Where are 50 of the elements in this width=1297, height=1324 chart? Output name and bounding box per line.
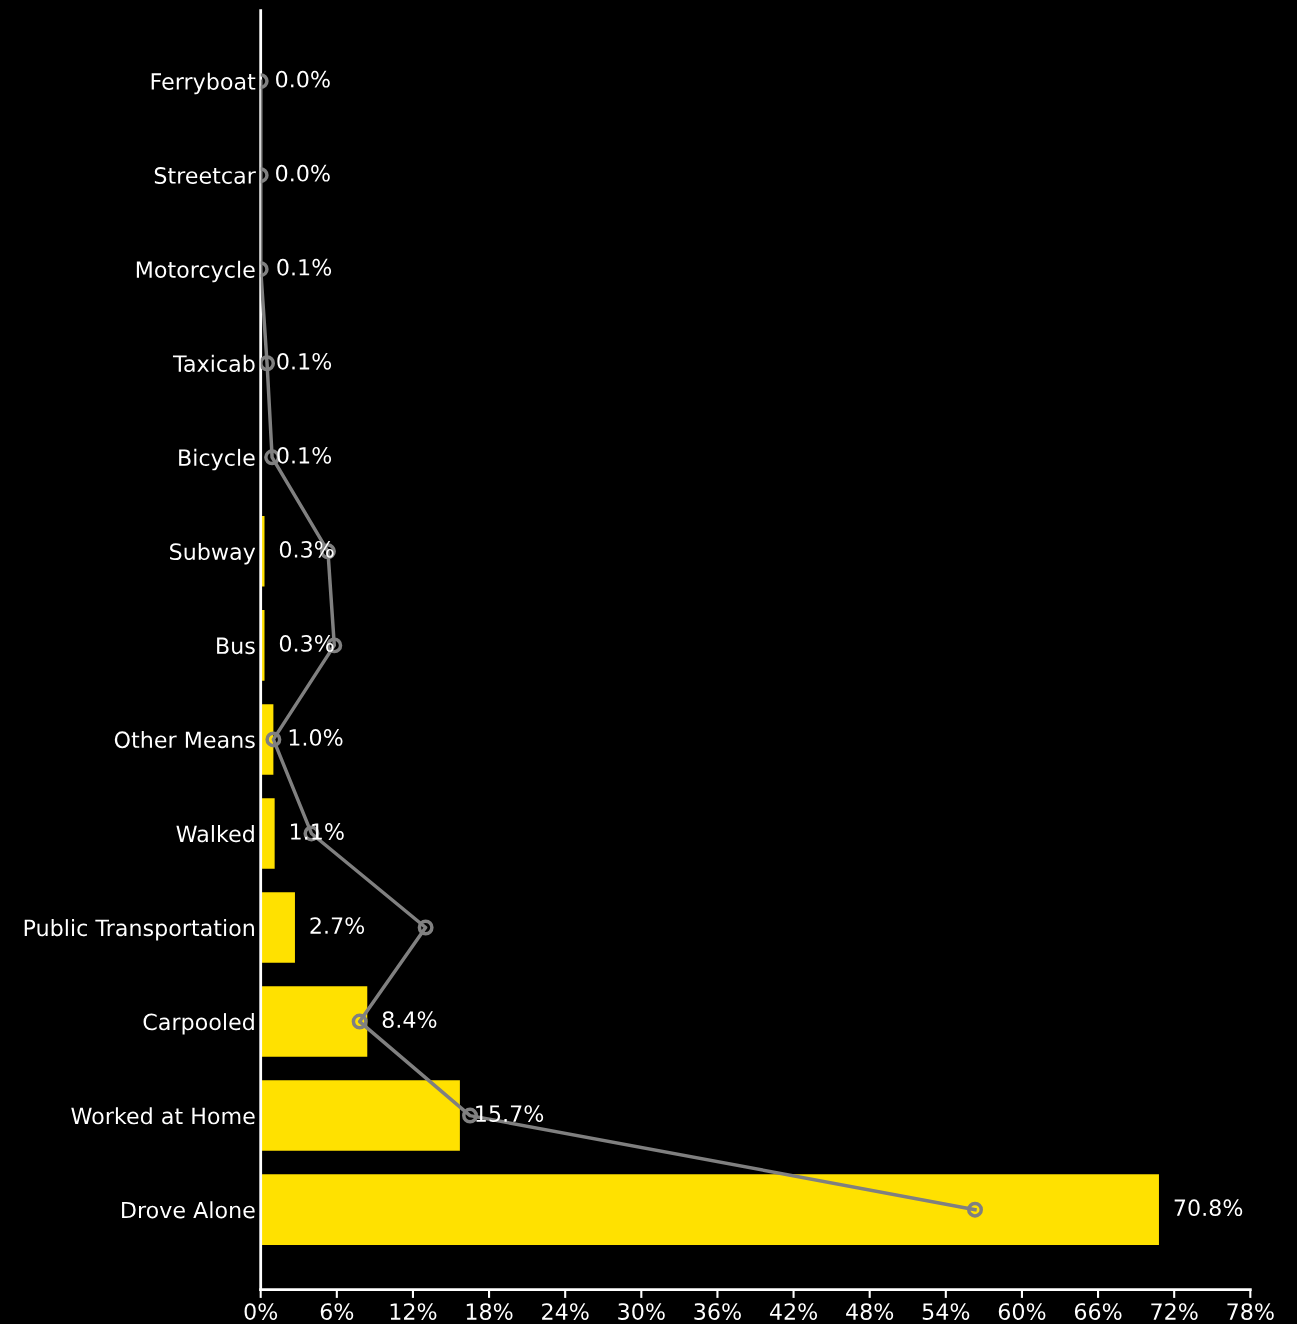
data-label: 15.7% <box>476 1105 544 1123</box>
data-label: 0.1% <box>277 258 332 276</box>
point <box>351 1013 368 1030</box>
x-tick-label: 30% <box>618 1303 665 1320</box>
y-tick-label: Public Transportation <box>24 919 254 941</box>
point <box>417 919 434 936</box>
y-tick-label: Other Means <box>114 730 255 749</box>
x-tick-label: 24% <box>542 1303 589 1320</box>
data-label: 0.1% <box>277 446 332 464</box>
y-tick-label: Carpooled <box>143 1013 254 1035</box>
x-tick-label: 12% <box>390 1303 437 1320</box>
data-label: 1.1% <box>290 823 344 840</box>
x-tick-label: 18% <box>466 1303 513 1320</box>
data-label: 8.4% <box>382 1011 437 1028</box>
bar <box>260 1174 1159 1245</box>
y-tick-label: Bus <box>217 637 255 655</box>
y-tick-label: Worked at Home <box>71 1107 255 1125</box>
data-label: 0.3% <box>279 635 334 652</box>
y-tick-label: Streetcar <box>154 167 256 184</box>
x-tick-label: 6% <box>320 1303 354 1320</box>
x-tick-label: 0% <box>244 1303 278 1320</box>
data-label: 0.0% <box>276 70 330 88</box>
x-tick-label: 42% <box>769 1303 818 1320</box>
y-tick-label: Taxicab <box>172 354 255 373</box>
bar <box>260 986 368 1057</box>
x-tick-label: 78% <box>1227 1303 1274 1320</box>
data-label: 0.3% <box>279 540 334 558</box>
data-label: 70.8% <box>1174 1199 1243 1217</box>
x-tick-label: 48% <box>846 1303 894 1320</box>
data-label: 0.0% <box>276 164 330 182</box>
data-label: 0.1% <box>277 352 332 370</box>
data-label: 2.7% <box>310 917 365 934</box>
bar <box>260 1080 460 1151</box>
y-tick-label: Motorcycle <box>136 260 255 283</box>
x-tick-label: 72% <box>1151 1303 1198 1320</box>
x-tick-label: 60% <box>998 1303 1046 1320</box>
y-tick-label: Ferryboat <box>151 72 256 95</box>
x-tick-label: 54% <box>922 1303 970 1320</box>
y-tick-label: Subway <box>170 542 256 565</box>
bar <box>260 798 275 869</box>
point <box>265 731 282 748</box>
y-tick-label: Drove Alone <box>122 1201 255 1219</box>
data-label: 1.0% <box>289 729 343 746</box>
point <box>967 1201 983 1218</box>
x-tick-label: 66% <box>1074 1303 1122 1320</box>
y-tick-label: Walked <box>176 825 254 843</box>
bar <box>260 892 295 963</box>
point <box>260 355 276 372</box>
x-tick-label: 36% <box>694 1303 741 1320</box>
y-tick-label: Bicycle <box>179 448 255 471</box>
